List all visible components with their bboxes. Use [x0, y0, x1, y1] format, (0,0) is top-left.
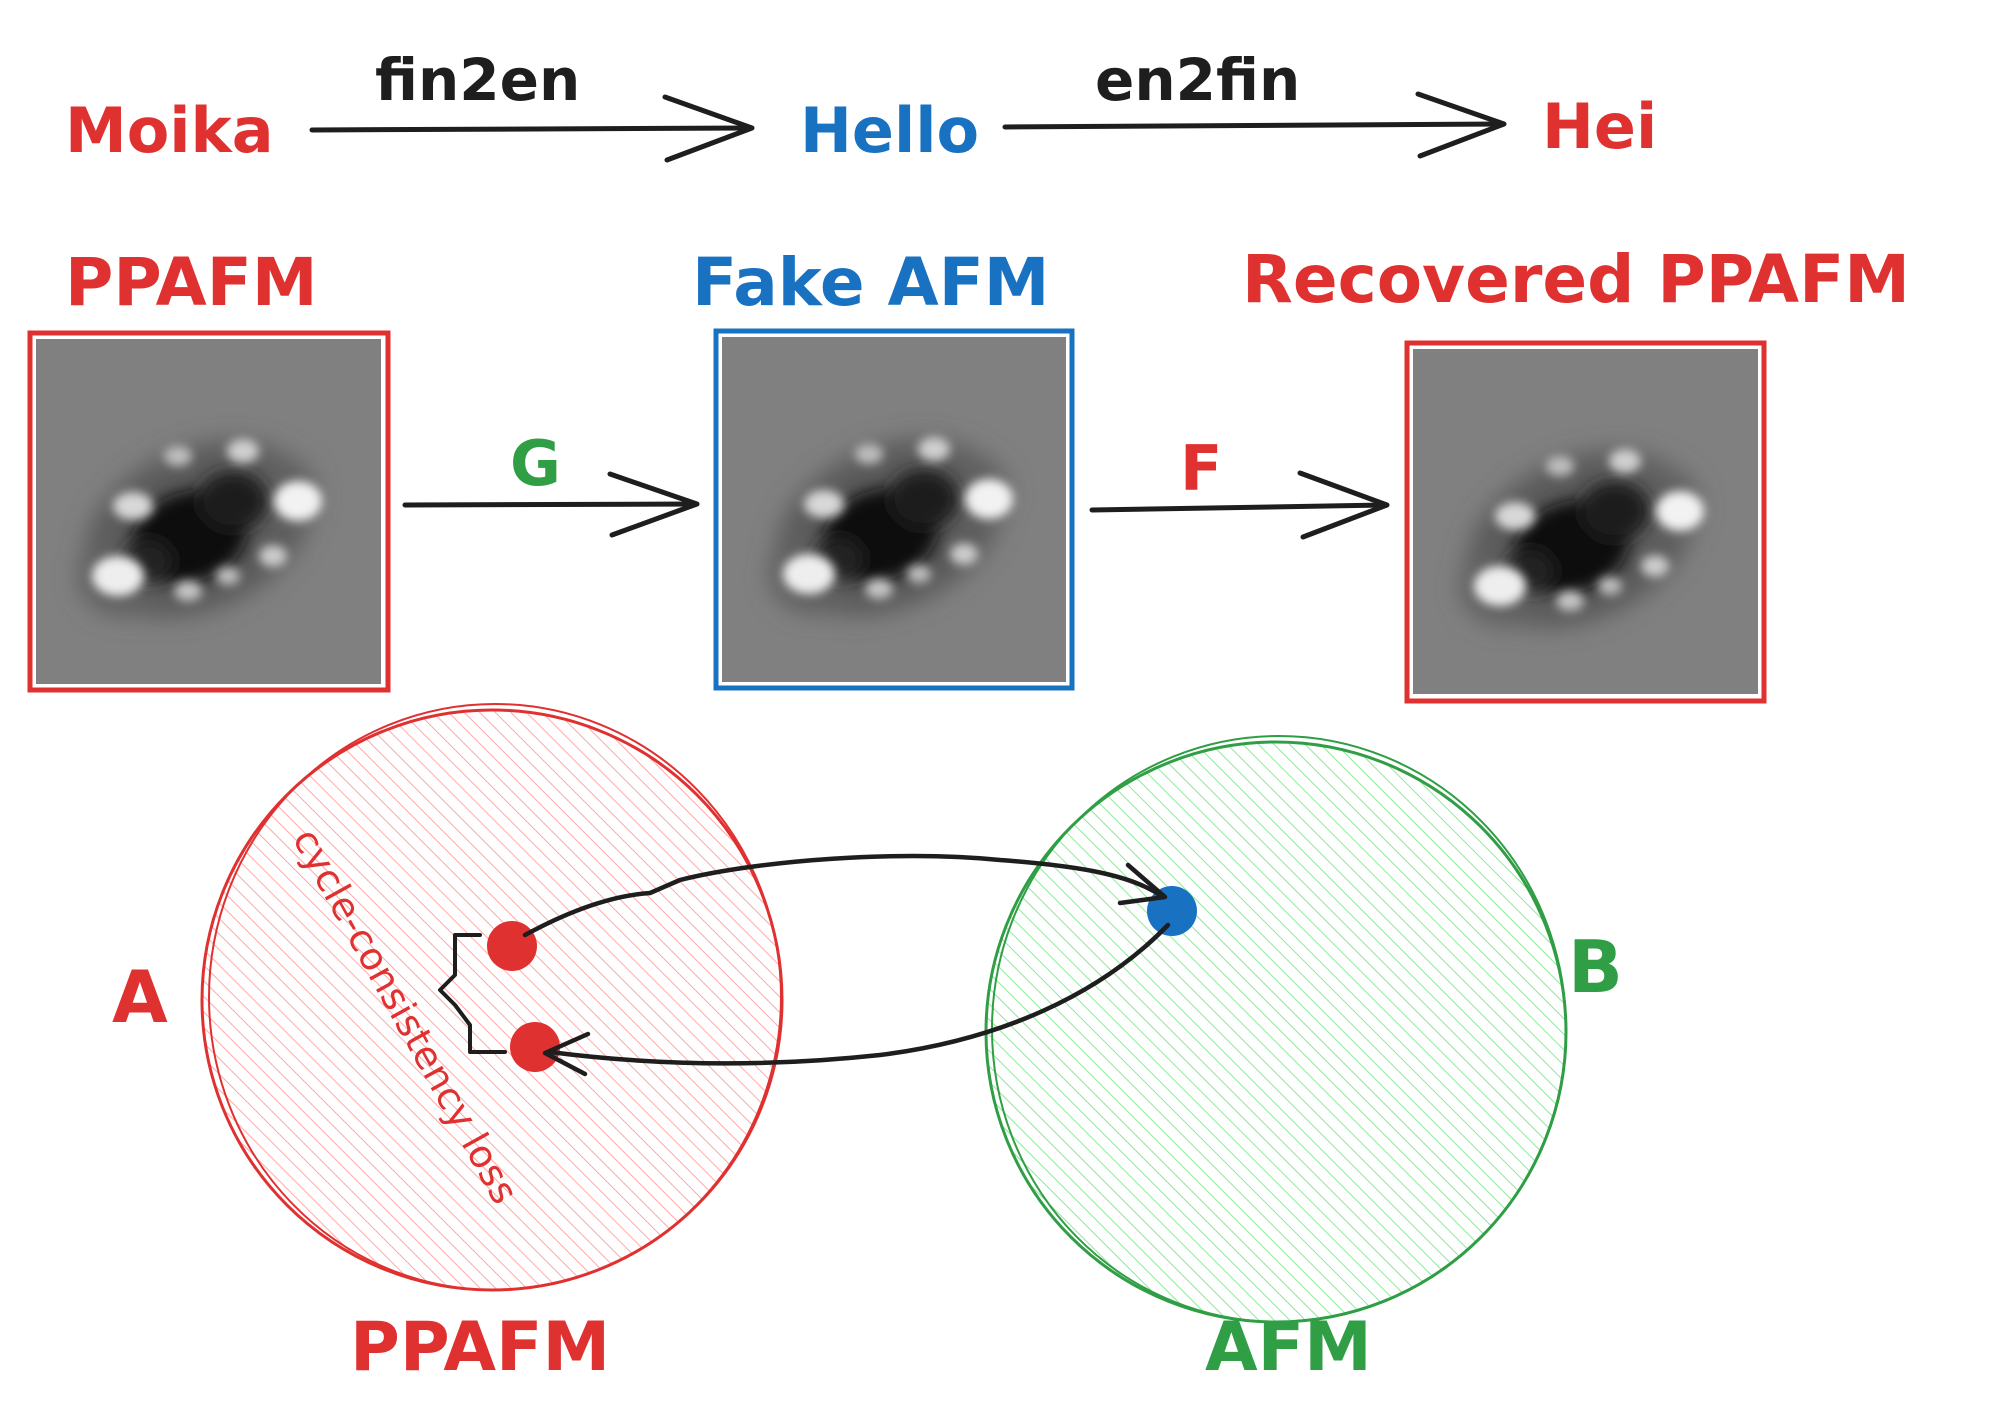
point-a-original	[487, 921, 537, 971]
panel-title-fake: Fake AFM	[692, 244, 1049, 321]
domain-diagram: A PPAFM B AFM cycle-consistency loss	[112, 703, 1623, 1387]
panel-title-source: PPAFM	[65, 244, 318, 321]
forward-translation-label: fin2en	[375, 46, 580, 114]
domain-b-circle	[984, 735, 1568, 1324]
image-row: PPAFM G Fake AFM F Recovered	[27, 241, 1910, 704]
arrow-right-icon	[1089, 470, 1390, 540]
curved-arrow-icon	[522, 853, 1168, 938]
panel-recovered	[1404, 340, 1767, 704]
panel-source	[27, 330, 391, 693]
arrow-right-icon	[402, 471, 700, 538]
arrow-right-icon	[1002, 91, 1507, 159]
brace-icon	[438, 933, 507, 1054]
middle-word: Hello	[800, 94, 979, 167]
point-a-recovered	[510, 1022, 560, 1072]
arrow-right-icon	[309, 94, 755, 163]
generator-label: G	[510, 427, 561, 500]
domain-b-letter: B	[1568, 925, 1623, 1009]
curved-arrow-icon	[542, 922, 1171, 1077]
translation-row: Moika fin2en Hello en2fin Hei	[65, 46, 1657, 167]
panel-fake	[713, 328, 1075, 691]
domain-b-caption: AFM	[1205, 1308, 1372, 1387]
result-word: Hei	[1542, 90, 1657, 163]
backward-translation-label: en2fin	[1095, 46, 1300, 114]
domain-a-letter: A	[112, 955, 168, 1039]
inverse-label: F	[1180, 432, 1222, 505]
source-word: Moika	[65, 94, 274, 167]
domain-a-circle	[200, 703, 784, 1292]
domain-a-caption: PPAFM	[350, 1308, 610, 1387]
panel-title-recovered: Recovered PPAFM	[1242, 241, 1910, 318]
